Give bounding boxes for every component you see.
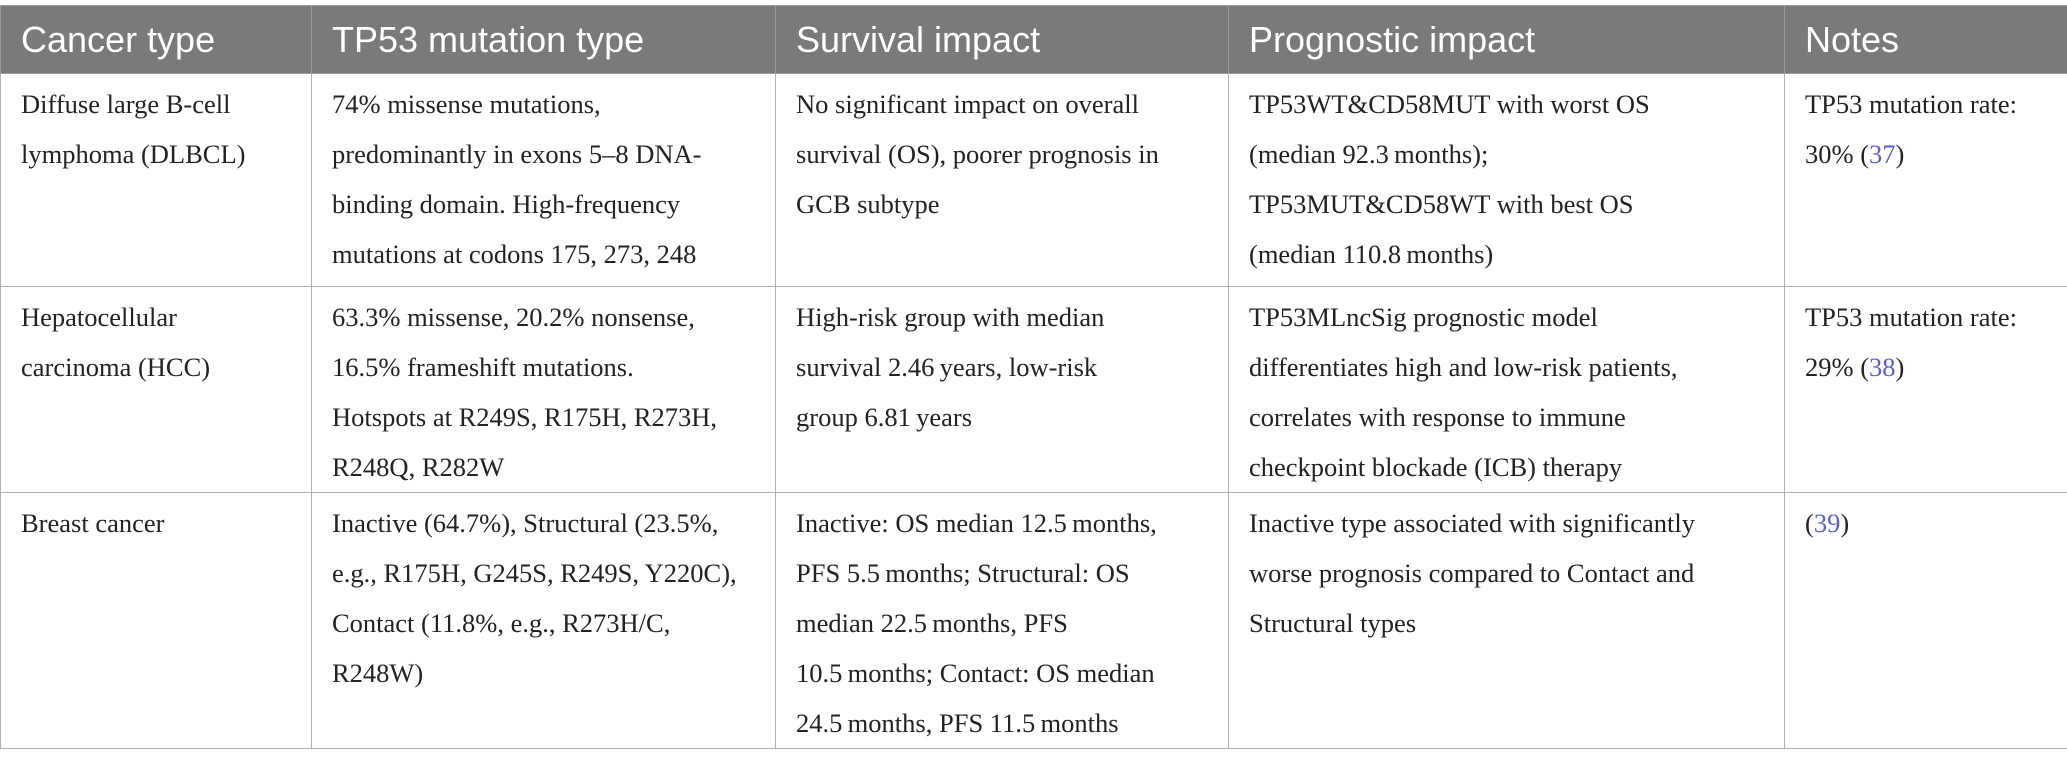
cell-survival-impact: High-risk group with median survival 2.4…: [776, 287, 1229, 493]
cell-line: checkpoint blockade (ICB) therapy: [1249, 442, 1764, 492]
cell-line: 24.5 months, PFS 11.5 months: [796, 698, 1208, 748]
cell-notes: (39): [1785, 493, 2067, 749]
cell-line: differentiates high and low-risk patient…: [1249, 342, 1764, 392]
header-row: Cancer type TP53 mutation type Survival …: [1, 6, 2067, 74]
table-row: Hepatocellular carcinoma (HCC) 63.3% mis…: [1, 287, 2067, 493]
cell-line: predominantly in exons 5–8 DNA-: [332, 129, 755, 179]
cell-line: Structural types: [1249, 598, 1764, 648]
cell-line: 74% missense mutations,: [332, 79, 755, 129]
citation-link[interactable]: 39: [1814, 508, 1841, 538]
cell-line: mutations at codons 175, 273, 248: [332, 229, 755, 279]
cell-line: Inactive: OS median 12.5 months,: [796, 498, 1208, 548]
cell-line: No significant impact on overall: [796, 79, 1208, 129]
notes-suffix: ): [1896, 139, 1905, 169]
cell-line: 29% (38): [1805, 342, 2047, 392]
cell-line: (median 92.3 months);: [1249, 129, 1764, 179]
cell-cancer-type: Diffuse large B-cell lymphoma (DLBCL): [1, 74, 312, 287]
citation-link[interactable]: 37: [1869, 139, 1896, 169]
header-prognostic-impact: Prognostic impact: [1229, 6, 1785, 74]
cell-line: survival (OS), poorer prognosis in: [796, 129, 1208, 179]
cell-line: 16.5% frameshift mutations.: [332, 342, 755, 392]
cell-line: carcinoma (HCC): [21, 342, 291, 392]
notes-suffix: ): [1896, 352, 1905, 382]
cell-survival-impact: No significant impact on overall surviva…: [776, 74, 1229, 287]
header-notes: Notes: [1785, 6, 2067, 74]
cell-cancer-type: Hepatocellular carcinoma (HCC): [1, 287, 312, 493]
cell-line: (median 110.8 months): [1249, 229, 1764, 279]
header-survival-impact: Survival impact: [776, 6, 1229, 74]
cell-prognostic-impact: TP53WT&CD58MUT with worst OS (median 92.…: [1229, 74, 1785, 287]
cell-line: Inactive type associated with significan…: [1249, 498, 1764, 548]
cell-line: worse prognosis compared to Contact and: [1249, 548, 1764, 598]
table-row: Breast cancer Inactive (64.7%), Structur…: [1, 493, 2067, 749]
header-mutation-type: TP53 mutation type: [312, 6, 776, 74]
cell-line: TP53 mutation rate:: [1805, 292, 2047, 342]
citation-link[interactable]: 38: [1869, 352, 1896, 382]
cell-mutation-type: Inactive (64.7%), Structural (23.5%, e.g…: [312, 493, 776, 749]
cell-line: e.g., R175H, G245S, R249S, Y220C),: [332, 548, 755, 598]
cell-line: correlates with response to immune: [1249, 392, 1764, 442]
notes-suffix: ): [1840, 508, 1849, 538]
cell-line: Hotspots at R249S, R175H, R273H,: [332, 392, 755, 442]
cell-mutation-type: 74% missense mutations, predominantly in…: [312, 74, 776, 287]
header-cancer-type: Cancer type: [1, 6, 312, 74]
data-table: Cancer type TP53 mutation type Survival …: [0, 5, 2067, 749]
cell-line: PFS 5.5 months; Structural: OS: [796, 548, 1208, 598]
notes-prefix: 30% (: [1805, 139, 1869, 169]
cell-line: 63.3% missense, 20.2% nonsense,: [332, 292, 755, 342]
cell-line: GCB subtype: [796, 179, 1208, 229]
cell-line: 30% (37): [1805, 129, 2047, 179]
cell-cancer-type: Breast cancer: [1, 493, 312, 749]
cell-line: Breast cancer: [21, 498, 291, 548]
cell-notes: TP53 mutation rate: 29% (38): [1785, 287, 2067, 493]
cell-line: Inactive (64.7%), Structural (23.5%,: [332, 498, 755, 548]
cell-line: Diffuse large B-cell: [21, 79, 291, 129]
cell-line: median 22.5 months, PFS: [796, 598, 1208, 648]
notes-prefix: 29% (: [1805, 352, 1869, 382]
table-body: Diffuse large B-cell lymphoma (DLBCL) 74…: [1, 74, 2067, 749]
table-header: Cancer type TP53 mutation type Survival …: [1, 6, 2067, 74]
cell-line: group 6.81 years: [796, 392, 1208, 442]
cell-line: survival 2.46 years, low-risk: [796, 342, 1208, 392]
notes-prefix: (: [1805, 508, 1814, 538]
table-row: Diffuse large B-cell lymphoma (DLBCL) 74…: [1, 74, 2067, 287]
cell-line: binding domain. High-frequency: [332, 179, 755, 229]
cell-mutation-type: 63.3% missense, 20.2% nonsense, 16.5% fr…: [312, 287, 776, 493]
cell-prognostic-impact: Inactive type associated with significan…: [1229, 493, 1785, 749]
cell-line: Hepatocellular: [21, 292, 291, 342]
cell-notes: TP53 mutation rate: 30% (37): [1785, 74, 2067, 287]
cell-line: TP53 mutation rate:: [1805, 79, 2047, 129]
cell-line: TP53WT&CD58MUT with worst OS: [1249, 79, 1764, 129]
cell-line: R248Q, R282W: [332, 442, 755, 492]
cell-line: Contact (11.8%, e.g., R273H/C,: [332, 598, 755, 648]
cell-line: lymphoma (DLBCL): [21, 129, 291, 179]
cell-line: TP53MUT&CD58WT with best OS: [1249, 179, 1764, 229]
cell-line: 10.5 months; Contact: OS median: [796, 648, 1208, 698]
cell-prognostic-impact: TP53MLncSig prognostic model differentia…: [1229, 287, 1785, 493]
cell-line: R248W): [332, 648, 755, 698]
cell-line: (39): [1805, 498, 2047, 548]
cell-line: TP53MLncSig prognostic model: [1249, 292, 1764, 342]
cell-line: High-risk group with median: [796, 292, 1208, 342]
cell-survival-impact: Inactive: OS median 12.5 months, PFS 5.5…: [776, 493, 1229, 749]
